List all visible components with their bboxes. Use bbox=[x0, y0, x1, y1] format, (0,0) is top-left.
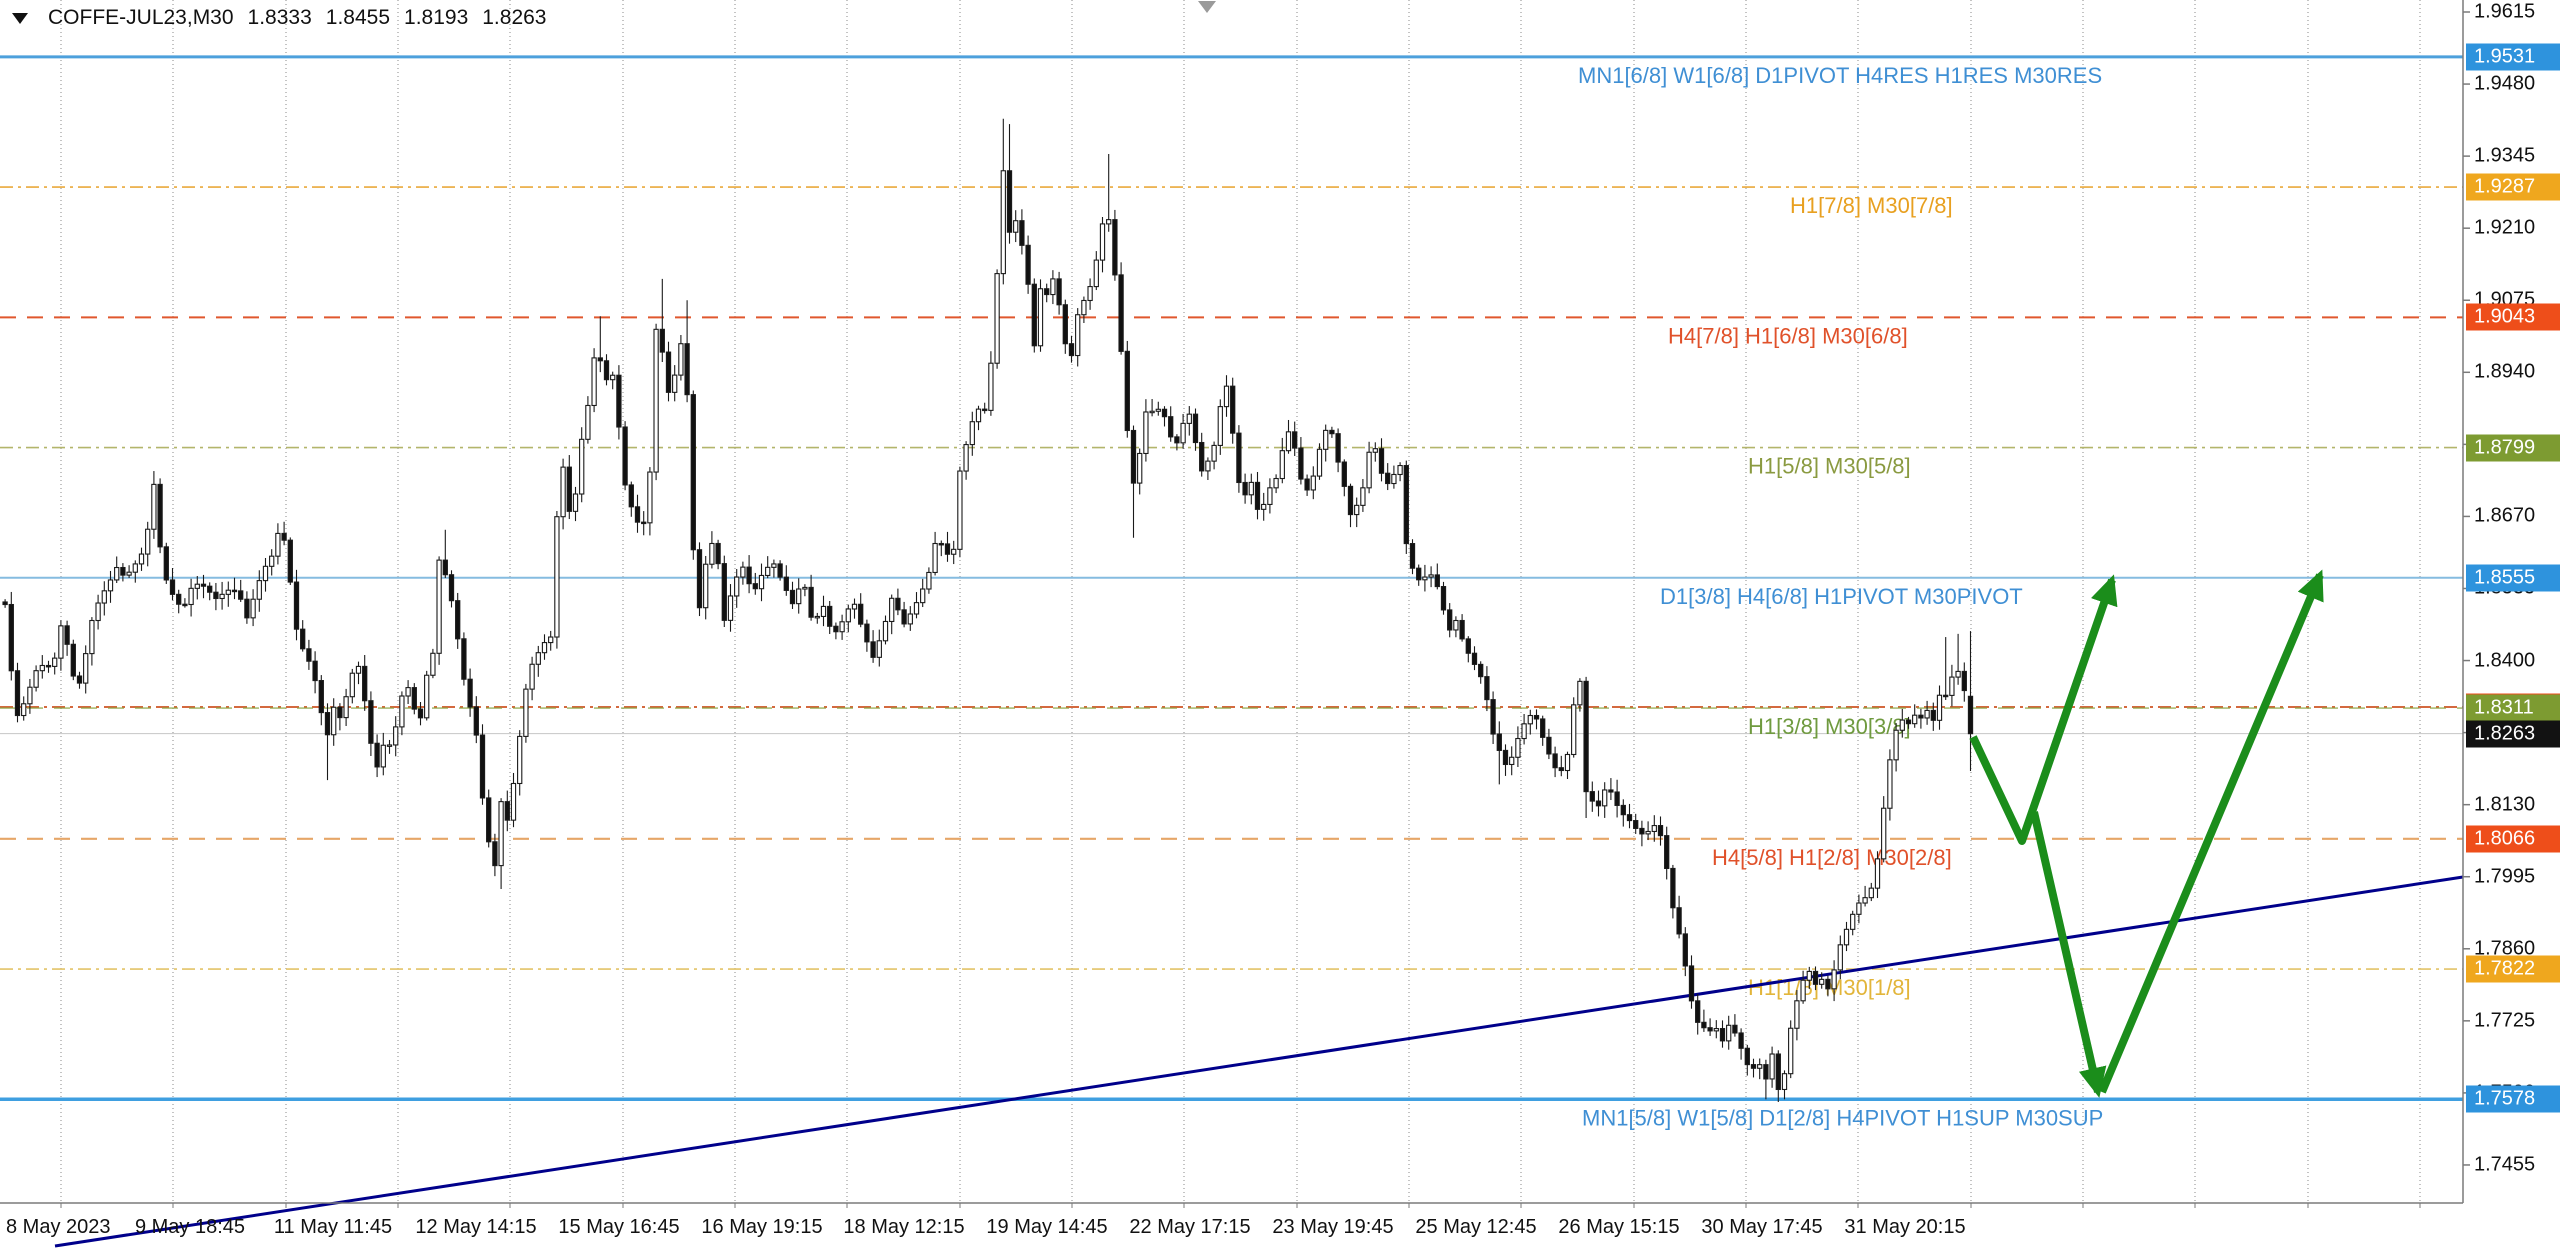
forecast-arrows[interactable] bbox=[1969, 569, 2324, 1098]
trendline[interactable] bbox=[54, 875, 2464, 1248]
time-axis-label[interactable]: 31 May 20:15 bbox=[1844, 1216, 1966, 1238]
level-label-1.9531: MN1[6/8] W1[6/8] D1PIVOT H4RES H1RES M30… bbox=[1578, 63, 2102, 88]
time-axis-label[interactable]: 19 May 14:45 bbox=[986, 1216, 1108, 1238]
price-badge-1.8555: 1.8555 bbox=[2466, 564, 2560, 592]
level-label-1.8311: H1[3/8] M30[3/8] bbox=[1748, 714, 1911, 739]
time-axis-label[interactable]: 11 May 11:45 bbox=[273, 1216, 393, 1238]
price-axis-label-1.8670[interactable]: 1.8670 bbox=[2474, 504, 2536, 527]
price-axis-label-1.7455[interactable]: 1.7455 bbox=[2474, 1153, 2536, 1176]
ohlc-close: 1.8263 bbox=[482, 6, 547, 29]
price-axis-label-1.8400[interactable]: 1.8400 bbox=[2474, 649, 2536, 672]
time-axis-label[interactable]: 30 May 17:45 bbox=[1701, 1216, 1823, 1238]
time-axis-label[interactable]: 16 May 19:15 bbox=[701, 1216, 823, 1238]
level-label-1.9287: H1[7/8] M30[7/8] bbox=[1790, 193, 1953, 218]
price-axis-label-1.7725[interactable]: 1.7725 bbox=[2474, 1009, 2536, 1032]
price-axis-label-1.9345[interactable]: 1.9345 bbox=[2474, 144, 2536, 167]
time-axis-label[interactable]: 22 May 17:15 bbox=[1129, 1216, 1251, 1238]
chart-shift-marker-icon[interactable] bbox=[1198, 1, 1216, 13]
level-label-1.8066: H4[5/8] H1[2/8] M30[2/8] bbox=[1712, 845, 1952, 870]
symbol-period-label: COFFE-JUL23,M30 bbox=[48, 6, 234, 29]
price-axis-label-1.9615[interactable]: 1.9615 bbox=[2474, 0, 2536, 23]
price-axis-label-1.9210[interactable]: 1.9210 bbox=[2474, 216, 2536, 239]
time-axis-label[interactable]: 26 May 15:15 bbox=[1558, 1216, 1680, 1238]
forecast-arrow-3 bbox=[2098, 569, 2324, 1094]
price-badge-1.8311: 1.8311 bbox=[2466, 694, 2560, 722]
price-badge-1.8799: 1.8799 bbox=[2466, 434, 2560, 462]
forecast-arrow-2 bbox=[2030, 811, 2107, 1098]
price-badge-1.9287: 1.9287 bbox=[2466, 173, 2560, 201]
ohlc-low: 1.8193 bbox=[404, 6, 469, 29]
candlestick-series bbox=[2, 118, 1974, 1102]
price-badge-1.7578: 1.7578 bbox=[2466, 1085, 2560, 1113]
price-axis-label-1.7995[interactable]: 1.7995 bbox=[2474, 865, 2536, 888]
level-label-1.8799: H1[5/8] M30[5/8] bbox=[1748, 454, 1911, 479]
price-badge-1.7822: 1.7822 bbox=[2466, 955, 2560, 983]
symbol-dropdown-arrow-icon[interactable] bbox=[12, 12, 28, 24]
price-axis-label-1.8940[interactable]: 1.8940 bbox=[2474, 360, 2536, 383]
time-axis-label[interactable]: 9 May 18:45 bbox=[134, 1216, 246, 1238]
ohlc-open: 1.8333 bbox=[247, 6, 312, 29]
price-badge-1.8066: 1.8066 bbox=[2466, 825, 2560, 853]
chart-title-bar: COFFE-JUL23,M30 1.8333 1.8455 1.8193 1.8… bbox=[12, 6, 546, 30]
forecast-arrow-1 bbox=[1969, 574, 2118, 845]
time-axis-label[interactable]: 12 May 14:15 bbox=[415, 1216, 537, 1238]
time-axis-label[interactable]: 25 May 12:45 bbox=[1415, 1216, 1537, 1238]
level-label-1.8555: D1[3/8] H4[6/8] H1PIVOT M30PIVOT bbox=[1660, 584, 2023, 609]
time-axis-label[interactable]: 8 May 2023 bbox=[6, 1216, 111, 1238]
time-axis-label[interactable]: 23 May 19:45 bbox=[1272, 1216, 1394, 1238]
ohlc-high: 1.8455 bbox=[325, 6, 391, 29]
price-badge-1.9531: 1.9531 bbox=[2466, 43, 2560, 71]
pivot-level-lines: MN1[6/8] W1[6/8] D1PIVOT H4RES H1RES M30… bbox=[0, 55, 2463, 1130]
level-label-1.7578: MN1[5/8] W1[5/8] D1[2/8] H4PIVOT H1SUP M… bbox=[1582, 1105, 2103, 1130]
bid-price-badge: 1.8263 bbox=[2466, 720, 2560, 748]
time-axis-label[interactable]: 15 May 16:45 bbox=[558, 1216, 680, 1238]
price-axis-label-1.7860[interactable]: 1.7860 bbox=[2474, 937, 2536, 960]
vertical-gridlines bbox=[60, 0, 2421, 1208]
price-axis-label-1.8130[interactable]: 1.8130 bbox=[2474, 793, 2536, 816]
price-axis-label-1.9480[interactable]: 1.9480 bbox=[2474, 72, 2536, 95]
level-label-1.9043: H4[7/8] H1[6/8] M30[6/8] bbox=[1668, 323, 1908, 348]
price-badge-1.9043: 1.9043 bbox=[2466, 303, 2560, 331]
time-axis-label[interactable]: 18 May 12:15 bbox=[843, 1216, 965, 1238]
